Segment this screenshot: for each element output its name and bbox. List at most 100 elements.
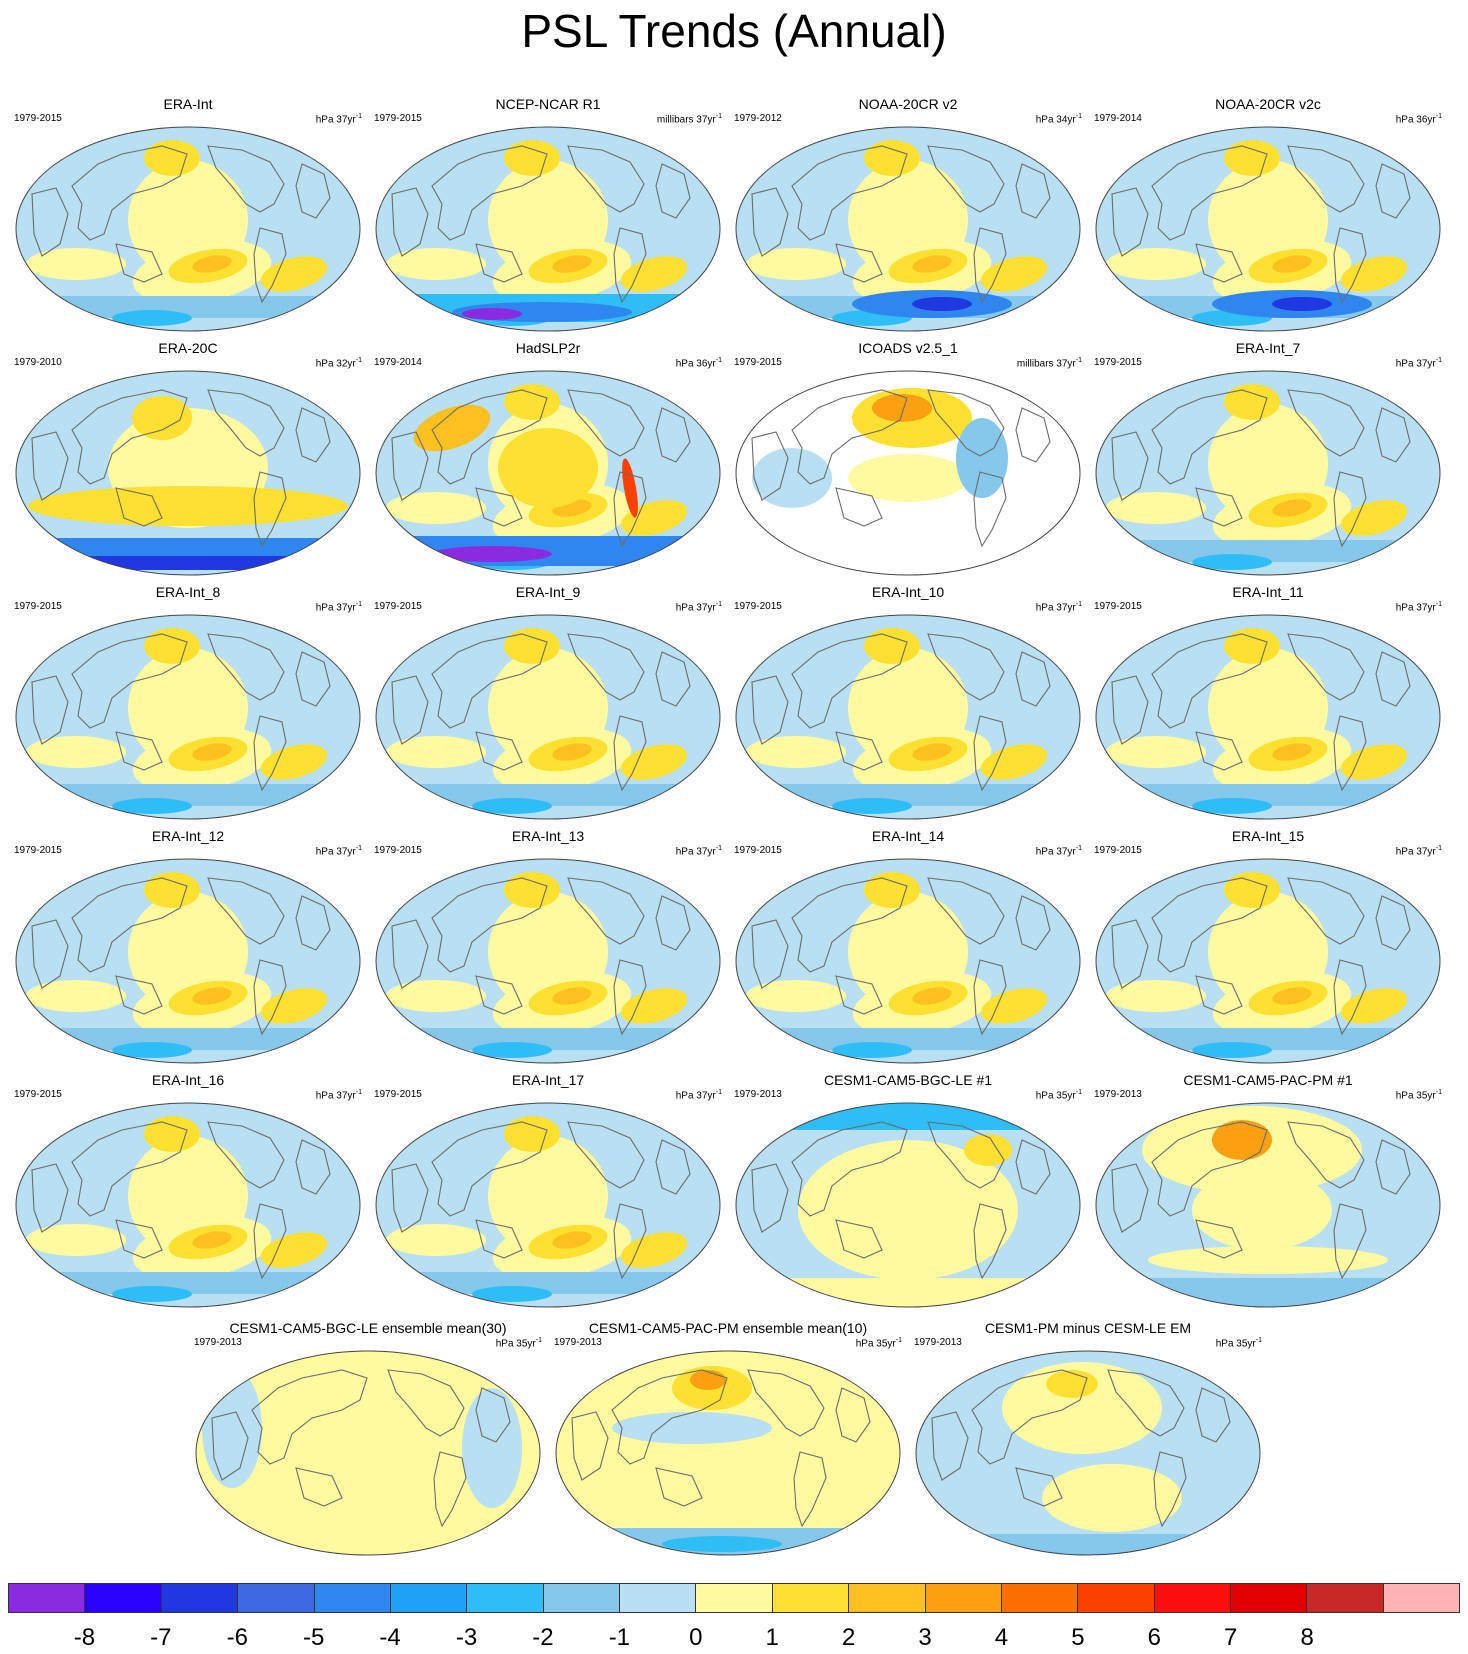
colorbar-label: -6 [226,1624,248,1651]
map-outline [375,370,721,576]
colorbar-swatch [1307,1583,1384,1613]
robinson-map [735,614,1081,820]
trend-south-atlantic-high [1340,988,1408,1024]
coastline [207,389,285,457]
colorbar-swatch [1383,1583,1461,1613]
unit-exponent: -1 [1435,601,1442,608]
coastline [31,431,69,501]
trend-southern-ocean-low [1096,540,1440,562]
panel-units: hPa 37yr-1 [1396,355,1442,370]
coastline [567,1121,645,1189]
colorbar [8,1583,1461,1613]
coastline [571,1411,609,1481]
coastline [115,975,163,1015]
coastline [567,633,645,701]
coastline [475,1387,511,1443]
coastline [1195,1219,1243,1259]
robinson-map [15,614,361,820]
panel-title: NOAA-20CR v2c [1215,96,1321,112]
map-panel: CESM1-CAM5-BGC-LE ensemble mean(30) 1979-… [188,1320,548,1560]
unit-exponent: -1 [1435,845,1442,852]
trend-indian-high [26,736,126,768]
trend-southern-ocean-low [736,1028,1080,1050]
panel-years: 1979-2010 [14,357,62,368]
trend-southern-ocean-low [16,1272,360,1294]
trend-tropical-low [612,1412,772,1444]
trend-central-pacific-high [498,428,598,508]
colorbar-swatch [543,1583,620,1613]
trend-north-pacific-high [144,628,200,664]
coastline [927,877,1005,945]
coastline [475,975,523,1015]
coastline [1375,163,1411,219]
coastline [1195,243,1243,283]
robinson-map [735,126,1081,332]
colorbar-swatch [8,1583,86,1613]
coastline [835,975,883,1015]
coastline [613,715,647,792]
map-outline [735,1102,1081,1308]
colorbar-swatch [238,1583,315,1613]
coastline [1195,1387,1231,1443]
panel-title: ERA-Int_11 [1232,584,1304,600]
coastline [793,1451,827,1528]
trend-antarctic-low [16,556,360,570]
colorbar-label: 8 [1300,1624,1314,1651]
trend-antarctic-low [112,310,192,326]
robinson-map [1095,370,1441,576]
panel-units: hPa 37yr-1 [1396,843,1442,858]
map-outline [735,126,1081,332]
coastline [791,1121,908,1217]
unit-exponent: -1 [715,845,722,852]
colorbar-swatch [390,1583,468,1613]
coastline [1015,1467,1063,1507]
coastline [1333,715,1367,792]
coastline [791,145,908,241]
panel-title: CESM1-CAM5-PAC-PM ensemble mean(10) [588,1320,868,1336]
coastline [613,471,647,548]
unit-text: hPa 37yr [315,602,356,614]
map-outline [375,126,721,332]
trend-indian-high [26,1224,126,1256]
robinson-map [375,1102,721,1308]
coastline [1015,407,1051,463]
coastline [207,877,285,945]
robinson-map [15,370,361,576]
map-panel: NOAA-20CR v2c 1979-2014 hPa 36yr-1 [1088,96,1448,336]
figure-title: PSL Trends (Annual) [521,5,947,57]
coastline [973,471,1007,548]
unit-exponent: -1 [1255,1337,1262,1344]
trend-south-pacific-center [912,987,952,1005]
unit-exponent: -1 [355,357,362,364]
coastline [1333,959,1367,1036]
panel-units: hPa 37yr-1 [316,111,362,126]
robinson-map [195,1350,541,1556]
panel-units: millibars 37yr-1 [1017,355,1082,370]
coastline [567,389,645,457]
trend-antarctic-low [112,1286,192,1302]
panel-years: 1979-2013 [1094,1089,1142,1100]
robinson-map [1095,614,1441,820]
trend-north-pacific-high [1224,140,1280,176]
panel-years: 1979-2015 [374,113,422,124]
trend-north-pacific-core [690,1370,726,1390]
trend-north-pacific-high [144,872,200,908]
coastline [927,1121,1005,1189]
map-outline [375,614,721,820]
unit-text: hPa 32yr [315,358,356,370]
robinson-map [15,1102,361,1308]
trend-south-pacific-center [1272,987,1312,1005]
coastline [1151,1121,1268,1217]
panel-years: 1979-2015 [374,601,422,612]
coastline [1287,145,1365,213]
trend-southern-ocean-low [1096,1028,1440,1050]
colorbar-label: -2 [532,1624,554,1651]
trend-antarctic-low [112,1042,192,1058]
robinson-map [1095,858,1441,1064]
panel-units: hPa 37yr-1 [676,599,722,614]
colorbar-swatch [925,1583,1002,1613]
trend-antarctic-low [832,1042,912,1058]
trend-antarctic-core [432,546,552,562]
trend-south-pacific-center [192,255,232,273]
trend-north-pacific-obs-core [872,394,932,422]
